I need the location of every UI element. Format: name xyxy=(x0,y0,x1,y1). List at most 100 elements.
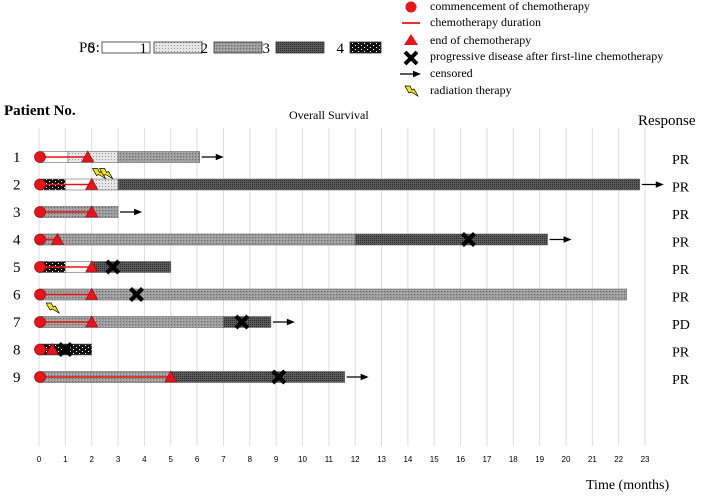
ps-segment xyxy=(38,233,356,246)
x-tick-label: 12 xyxy=(351,455,360,464)
chemo-start-circle-icon xyxy=(34,371,46,383)
chemo-start-circle-icon xyxy=(34,316,46,328)
swimmer-bars: 1 PR 2 PR 3 PR 4 PR 5 PR 6 PR 7 PD 8 PR 9 PR xyxy=(13,150,690,388)
x-tick-label: 18 xyxy=(509,455,518,464)
progression-x-icon xyxy=(129,287,144,302)
x-tick-label: 13 xyxy=(377,455,386,464)
response-label: PR xyxy=(672,373,690,388)
x-tick-label: 3 xyxy=(116,455,121,464)
chemo-start-circle-icon xyxy=(34,233,46,246)
censored-arrow-icon xyxy=(286,318,295,326)
patient-row-2: 2 PR xyxy=(13,168,690,196)
ps-legend-label: PS: xyxy=(79,40,100,56)
progression-x-icon xyxy=(105,259,121,275)
grid-lines xyxy=(38,128,646,446)
response-label: PR xyxy=(672,181,690,196)
legend-x-icon xyxy=(403,50,419,66)
chemo-end-triangle-icon xyxy=(85,260,99,273)
x-tick-label: 16 xyxy=(456,455,465,464)
response-label: PR xyxy=(672,263,690,278)
response-label: PR xyxy=(672,208,690,223)
x-tick-label: 23 xyxy=(641,455,650,464)
legend-label-chemo-duration: chemotherapy duration xyxy=(430,15,541,29)
x-tick-label: 10 xyxy=(298,455,307,464)
patient-row-7: 7 PD xyxy=(13,302,690,333)
legend-arrow-icon xyxy=(413,70,421,78)
chemo-start-circle-icon xyxy=(34,151,46,163)
ps-swatch-0 xyxy=(101,41,151,54)
chemo-end-triangle-icon xyxy=(85,287,99,300)
radiation-lightning-icon xyxy=(45,302,61,314)
legend-circle-icon xyxy=(405,1,417,13)
ps-segment xyxy=(38,288,627,301)
censored-arrow-icon xyxy=(655,181,664,188)
chemo-start-circle-icon xyxy=(34,178,46,191)
ps-segment xyxy=(354,233,548,246)
patient-row-3: 3 PR xyxy=(13,205,690,223)
patient-number: 7 xyxy=(13,315,21,331)
censored-arrow-icon xyxy=(563,236,572,243)
x-tick-label: 17 xyxy=(482,455,491,464)
chemo-end-triangle-icon xyxy=(85,205,99,218)
censored-arrow-icon xyxy=(215,153,224,161)
response-label: PD xyxy=(672,318,690,333)
response-label: PR xyxy=(672,153,690,168)
patient-number: 5 xyxy=(13,260,21,276)
ps-segment xyxy=(91,261,172,273)
x-tick-label: 9 xyxy=(274,455,279,464)
ps-level-label: 2 xyxy=(201,41,209,57)
progression-x-icon xyxy=(57,342,73,357)
patient-number: 1 xyxy=(13,150,21,166)
chemo-start-circle-icon xyxy=(34,206,46,218)
patient-row-6: 6 PR xyxy=(13,287,690,306)
x-axis-label: Time (months) xyxy=(586,478,670,493)
legend: 0 1 2 3 4 xyxy=(88,1,421,97)
x-tick-label: 1 xyxy=(63,455,68,464)
x-tick-label: 20 xyxy=(562,455,571,464)
x-tick-label: 8 xyxy=(248,455,253,464)
x-tick-label: 5 xyxy=(169,455,174,464)
response-label: PR xyxy=(672,236,690,251)
censored-arrow-icon xyxy=(360,373,369,381)
chart-title: Overall Survival xyxy=(289,108,369,122)
ps-segment xyxy=(170,371,345,383)
x-tick-label: 4 xyxy=(142,455,147,464)
x-axis-ticks: 0 1 2 3 4 5 6 7 8 9 10 11 12 13 14 15 16 17 18 19 20 21 22 23 xyxy=(37,455,650,464)
x-tick-label: 7 xyxy=(221,455,226,464)
chemo-end-triangle-icon xyxy=(50,232,64,245)
legend-label-radiation: radiation therapy xyxy=(430,83,512,97)
x-tick-label: 22 xyxy=(614,455,623,464)
patient-row-8: 8 PR xyxy=(13,342,690,361)
legend-triangle-icon xyxy=(404,34,418,45)
radiation-lightning-icon xyxy=(92,168,107,180)
legend-label-chemo-end: end of chemotherapy xyxy=(430,33,532,47)
censored-arrow-icon xyxy=(134,208,143,216)
patient-row-5: 5 PR xyxy=(13,259,690,278)
patient-row-4: 4 PR xyxy=(13,232,690,251)
radiation-lightning-icon xyxy=(99,168,114,180)
response-header: Response xyxy=(638,113,696,129)
legend-label-progression: progressive disease after first-line che… xyxy=(430,49,664,63)
ps-segment xyxy=(117,151,201,163)
ps-level-label: 4 xyxy=(337,41,345,57)
chemo-start-circle-icon xyxy=(34,288,46,301)
chemo-end-triangle-icon xyxy=(81,150,95,163)
ps-swatch-4 xyxy=(349,41,382,54)
chemo-start-circle-icon xyxy=(34,261,46,273)
ps-level-label: 0 xyxy=(88,41,96,57)
patient-number: 6 xyxy=(13,288,21,304)
ps-swatch-1 xyxy=(153,41,203,54)
x-tick-label: 6 xyxy=(195,455,200,464)
ps-level-label: 1 xyxy=(140,41,148,57)
x-tick-label: 14 xyxy=(403,455,412,464)
progression-x-icon xyxy=(234,314,250,330)
patient-row-1: 1 PR xyxy=(13,150,690,168)
response-label: PR xyxy=(672,346,690,361)
chemo-start-circle-icon xyxy=(34,343,46,356)
x-tick-label: 19 xyxy=(535,455,544,464)
ps-swatch-3 xyxy=(275,41,325,54)
legend-label-commencement: commencement of chemotherapy xyxy=(430,0,590,13)
patient-header: Patient No. xyxy=(4,103,76,119)
ps-level-label: 3 xyxy=(263,41,271,57)
